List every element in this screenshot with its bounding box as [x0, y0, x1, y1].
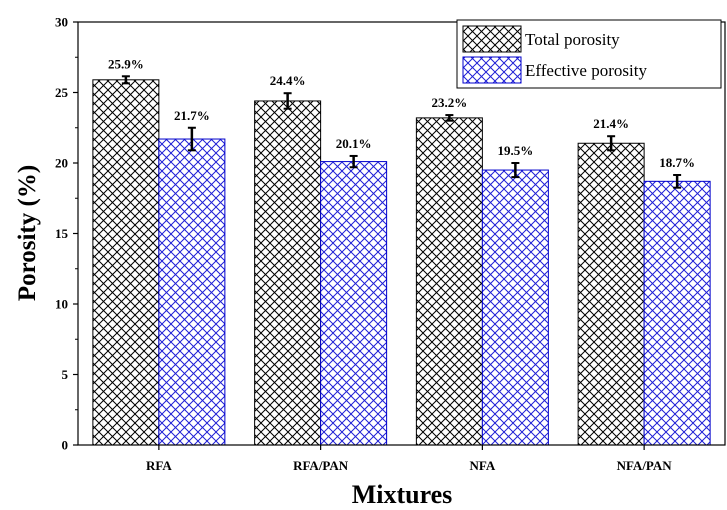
legend-label-effective-porosity: Effective porosity	[525, 61, 647, 80]
error-bar-nfa-pan-effective-porosity	[673, 173, 682, 189]
y-axis-title: Porosity (%)	[14, 165, 41, 301]
error-bar-nfa-effective-porosity	[511, 162, 520, 179]
bar-rfa-pan-total-porosity	[254, 100, 322, 446]
bar-rfa-total-porosity	[92, 79, 160, 446]
data-label-nfa-effective-porosity: 19.5%	[498, 143, 534, 158]
data-labels-layer: 25.9% 21.7% 24.4% 20.1% 23.2% 19.5% 21.4% 18.7%	[108, 56, 695, 170]
legend-swatch-effective-porosity	[462, 56, 522, 84]
x-tick-label-nfa-pan: NFA/PAN	[617, 458, 673, 473]
y-tick-label-0: 0	[62, 438, 69, 453]
bar-nfa-pan-effective-porosity	[643, 180, 711, 446]
bar-nfa-effective-porosity	[481, 169, 549, 446]
error-bar-rfa-pan-total-porosity	[283, 92, 292, 110]
y-tick-label-20: 20	[55, 156, 68, 171]
x-axis-title: Mixtures	[352, 480, 453, 509]
error-bar-rfa-total-porosity	[121, 75, 130, 85]
error-bar-nfa-pan-total-porosity	[607, 135, 616, 152]
x-axis: RFA RFA/PAN NFA NFA/PAN	[146, 445, 672, 473]
y-tick-label-15: 15	[55, 226, 69, 241]
data-label-rfa-pan-effective-porosity: 20.1%	[336, 136, 372, 151]
x-tick-label-nfa: NFA	[469, 458, 495, 473]
error-bar-nfa-total-porosity	[445, 114, 454, 122]
bar-nfa-pan-total-porosity	[577, 142, 645, 446]
y-tick-label-5: 5	[62, 367, 69, 382]
y-tick-label-10: 10	[55, 297, 68, 312]
error-bar-rfa-pan-effective-porosity	[349, 154, 358, 169]
x-tick-label-rfa: RFA	[146, 458, 172, 473]
data-label-rfa-effective-porosity: 21.7%	[174, 108, 210, 123]
error-bar-rfa-effective-porosity	[187, 126, 196, 152]
legend: Total porosity Effective porosity	[456, 19, 722, 89]
y-tick-label-30: 30	[55, 15, 68, 30]
data-label-nfa-total-porosity: 23.2%	[432, 95, 468, 110]
error-bars-layer	[121, 75, 682, 189]
data-label-rfa-total-porosity: 25.9%	[108, 56, 144, 71]
data-label-nfa-pan-effective-porosity: 18.7%	[659, 155, 695, 170]
data-label-nfa-pan-total-porosity: 21.4%	[593, 116, 629, 131]
y-tick-label-25: 25	[55, 85, 69, 100]
legend-label-total-porosity: Total porosity	[525, 30, 620, 49]
x-tick-label-rfa-pan: RFA/PAN	[293, 458, 349, 473]
bars-layer	[92, 79, 711, 446]
bar-rfa-effective-porosity	[158, 138, 226, 446]
bar-rfa-pan-effective-porosity	[320, 161, 388, 446]
data-label-rfa-pan-total-porosity: 24.4%	[270, 73, 306, 88]
legend-swatch-total-porosity	[462, 25, 522, 53]
y-axis: 0 5 10 15 20 25 30	[55, 15, 78, 453]
bar-nfa-total-porosity	[415, 117, 483, 446]
